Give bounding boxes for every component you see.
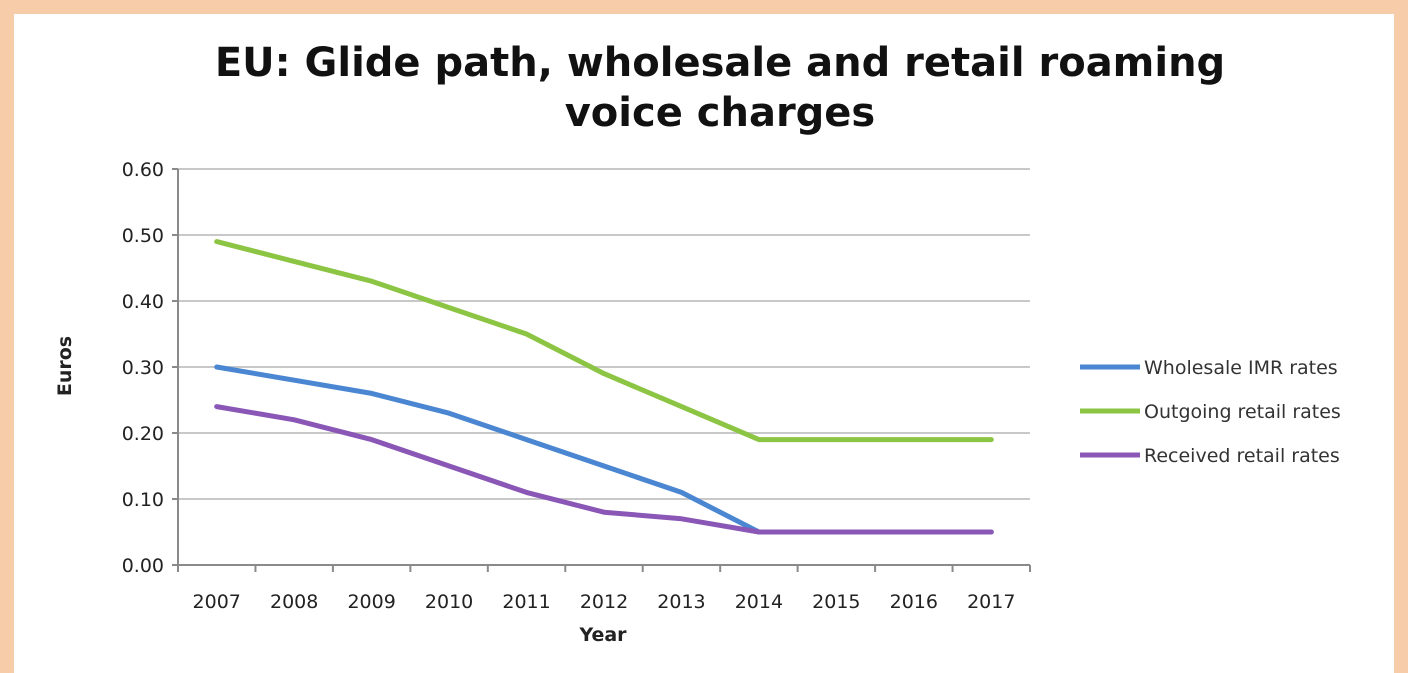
legend-label: Received retail rates (1144, 445, 1340, 467)
y-tick-label: 0.20 (122, 423, 164, 445)
y-tick-label: 0.00 (122, 555, 164, 577)
chart-panel: EU: Glide path, wholesale and retail roa… (14, 14, 1394, 673)
y-tick-label: 0.30 (122, 357, 164, 379)
series-lines (217, 242, 992, 532)
x-tick-label: 2008 (270, 591, 318, 613)
chart-title-line-2: voice charges (565, 90, 876, 136)
x-tick-label: 2012 (580, 591, 628, 613)
x-tick-label: 2010 (425, 591, 473, 613)
series-line-received-retail-rates (217, 407, 992, 532)
series-line-outgoing-retail-rates (217, 242, 992, 440)
y-tick-label: 0.10 (122, 489, 164, 511)
x-tick-label: 2013 (657, 591, 705, 613)
legend: Wholesale IMR rates Outgoing retail rates… (1080, 357, 1341, 467)
x-tick-labels: 2007 2008 2009 2010 2011 2012 2013 2014 2015 2016… (193, 591, 1016, 613)
x-tick-label: 2017 (967, 591, 1015, 613)
x-tick-label: 2015 (812, 591, 860, 613)
x-tick-label: 2016 (890, 591, 938, 613)
gridlines (178, 169, 1030, 499)
x-tick-label: 2011 (502, 591, 550, 613)
legend-label: Outgoing retail rates (1144, 401, 1341, 423)
x-tick-label: 2007 (193, 591, 241, 613)
y-tick-label: 0.40 (122, 291, 164, 313)
chart-title-line-1: EU: Glide path, wholesale and retail roa… (215, 40, 1225, 86)
legend-label: Wholesale IMR rates (1144, 357, 1338, 379)
line-chart: EU: Glide path, wholesale and retail roa… (14, 14, 1394, 673)
x-tick-label: 2009 (347, 591, 395, 613)
x-axis-label: Year (578, 624, 627, 646)
y-tick-label: 0.50 (122, 225, 164, 247)
series-line-wholesale-imr-rates (217, 367, 992, 532)
y-tick-labels: 0.00 0.10 0.20 0.30 0.40 0.50 0.60 (122, 159, 164, 577)
y-tick-label: 0.60 (122, 159, 164, 181)
y-axis-label: Euros (54, 336, 76, 396)
x-tick-label: 2014 (735, 591, 783, 613)
